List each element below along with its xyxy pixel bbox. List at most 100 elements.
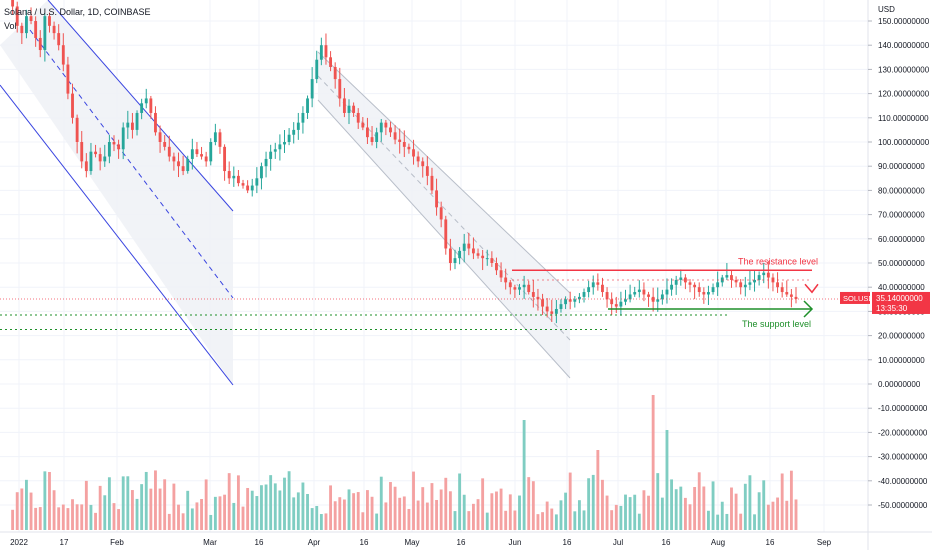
volume-bar bbox=[126, 476, 130, 530]
candle-body bbox=[121, 127, 125, 150]
candle-body bbox=[310, 79, 314, 99]
candle-body bbox=[601, 284, 604, 293]
volume-bar bbox=[425, 502, 429, 530]
price-tick-label: 0.00000000 bbox=[878, 380, 921, 389]
volume-bar bbox=[716, 514, 720, 530]
candle-body bbox=[412, 149, 415, 157]
time-tick-label: 16 bbox=[457, 538, 466, 547]
volume-bar bbox=[785, 500, 789, 530]
candle-body bbox=[71, 93, 74, 118]
volume-bar bbox=[407, 508, 411, 530]
volume-bar bbox=[683, 497, 687, 530]
candle-body bbox=[112, 142, 116, 145]
candle-body bbox=[513, 287, 517, 290]
candle-body bbox=[366, 127, 369, 138]
volume-bar bbox=[541, 512, 544, 530]
candle-body bbox=[361, 122, 365, 128]
candle-body bbox=[573, 299, 577, 302]
candle-body bbox=[536, 296, 540, 300]
currency-label: USD bbox=[878, 5, 895, 14]
price-axis: USD 150.00000000 140.00000000 130.00000000 1… bbox=[867, 0, 930, 550]
level-lines: The resistance level The support level bbox=[0, 256, 868, 331]
candle-body bbox=[333, 66, 337, 80]
candle-body bbox=[163, 142, 167, 147]
candle-body bbox=[550, 311, 554, 314]
volume-bar bbox=[485, 512, 489, 530]
candle-body bbox=[780, 287, 784, 293]
candle-body bbox=[439, 207, 443, 220]
volume-bar bbox=[771, 501, 775, 530]
volume-bar bbox=[15, 492, 19, 530]
candle-body bbox=[471, 248, 475, 254]
volume-bar bbox=[693, 486, 697, 530]
candle-body bbox=[370, 137, 374, 142]
volume-bar bbox=[121, 476, 125, 530]
volume-bar bbox=[748, 475, 752, 530]
candle-body bbox=[236, 175, 240, 184]
candle-body bbox=[384, 122, 388, 128]
candle-body bbox=[352, 105, 356, 113]
volume-bar bbox=[412, 471, 415, 530]
candle-body bbox=[149, 98, 153, 113]
volume-bar bbox=[11, 509, 15, 530]
volume-bar bbox=[213, 496, 217, 530]
candle-body bbox=[107, 142, 111, 157]
candle-body bbox=[375, 132, 379, 142]
candle-body bbox=[628, 294, 632, 300]
candle-body bbox=[739, 282, 743, 288]
candle-body bbox=[444, 219, 448, 249]
volume-bar bbox=[697, 472, 701, 530]
volume-bar bbox=[269, 475, 273, 530]
candle-body bbox=[568, 299, 572, 302]
volume-bar bbox=[204, 479, 208, 530]
candle-body bbox=[766, 272, 770, 278]
volume-bar bbox=[140, 484, 144, 530]
candle-body bbox=[458, 250, 462, 259]
candle-body bbox=[610, 299, 614, 305]
volume-bar bbox=[725, 513, 729, 530]
candle-body bbox=[186, 158, 190, 172]
candle-body bbox=[402, 142, 406, 147]
candle-body bbox=[315, 59, 319, 80]
candle-body bbox=[624, 299, 627, 302]
volume-bar bbox=[582, 510, 586, 530]
volume-bar bbox=[370, 496, 374, 530]
volume-bar bbox=[647, 495, 650, 530]
volume-bar bbox=[103, 495, 107, 530]
volume-bar bbox=[624, 494, 627, 530]
volume-bar bbox=[38, 507, 42, 530]
price-tick-label: 120.00000000 bbox=[878, 90, 930, 99]
volume-bar bbox=[135, 498, 139, 530]
volume-bar bbox=[467, 511, 471, 530]
candle-body bbox=[527, 284, 531, 293]
candle-body bbox=[25, 16, 28, 34]
volume-bar bbox=[596, 450, 600, 530]
volume-bar bbox=[66, 508, 70, 530]
candle-body bbox=[11, 0, 15, 7]
price-tick-label: 80.00000000 bbox=[878, 186, 925, 195]
candle-body bbox=[697, 287, 701, 293]
candle-body bbox=[753, 279, 756, 283]
candle-body bbox=[716, 282, 720, 288]
candle-body bbox=[269, 151, 273, 159]
candle-body bbox=[398, 139, 402, 142]
volume-bar bbox=[642, 490, 646, 530]
candle-body bbox=[559, 304, 563, 309]
volume-bar bbox=[757, 492, 761, 530]
volume-bar bbox=[780, 473, 784, 530]
volume-bar bbox=[347, 489, 351, 530]
candle-body bbox=[637, 289, 641, 293]
volume-bar bbox=[730, 487, 733, 530]
volume-bar bbox=[398, 497, 402, 530]
volume-bar bbox=[393, 486, 397, 530]
candle-body bbox=[379, 122, 383, 133]
volume-bar bbox=[306, 493, 309, 530]
volume-bar bbox=[743, 483, 747, 530]
volume-bar bbox=[536, 514, 540, 530]
candle-body bbox=[218, 132, 222, 147]
candle-body bbox=[195, 149, 199, 155]
candle-body bbox=[80, 142, 84, 162]
volume-bar bbox=[107, 477, 111, 530]
